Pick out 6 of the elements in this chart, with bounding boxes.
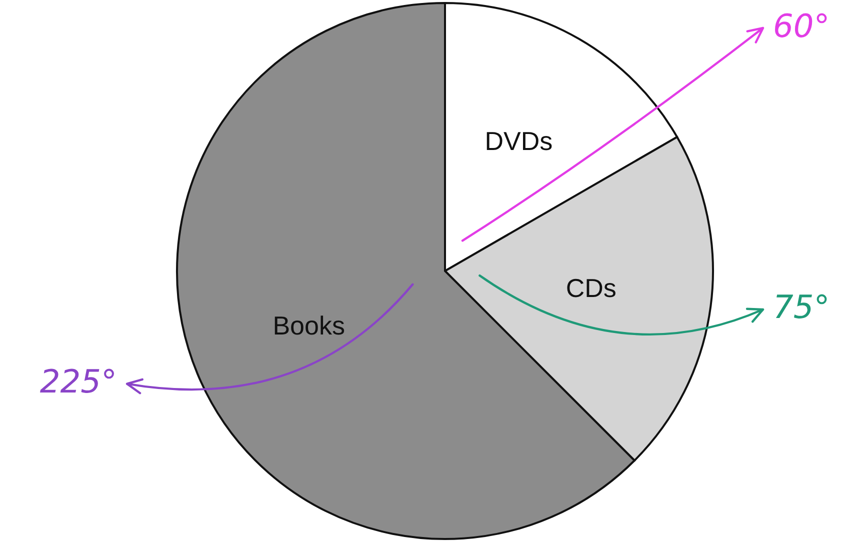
data-label: 225°	[40, 362, 117, 401]
data-label: 75°	[773, 288, 830, 326]
slice-label: DVDs	[484, 126, 553, 156]
data-label: 60°	[773, 6, 830, 45]
slice-label: CDs	[566, 273, 616, 304]
slice-label: Books	[272, 310, 345, 340]
